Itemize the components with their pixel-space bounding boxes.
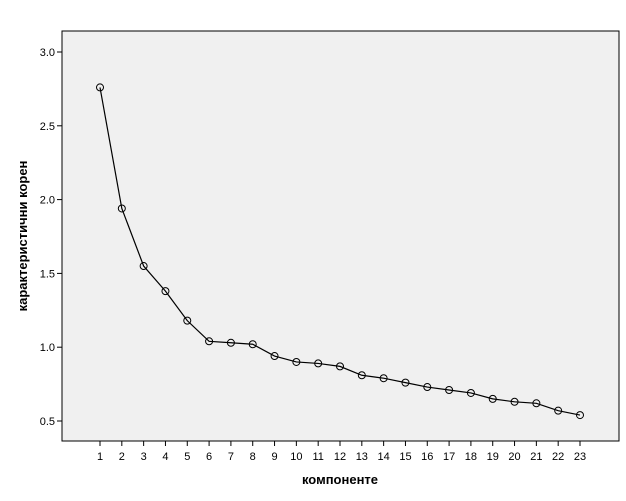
x-tick-label: 17 xyxy=(443,451,455,463)
data-point xyxy=(445,386,454,395)
data-point xyxy=(139,262,148,271)
data-point xyxy=(466,388,475,397)
data-point xyxy=(183,316,192,325)
x-tick-label: 18 xyxy=(465,451,477,463)
x-tick-label: 3 xyxy=(141,451,147,463)
y-tick-label: 2.0 xyxy=(40,195,55,207)
x-tick-label: 2 xyxy=(119,451,125,463)
data-point xyxy=(488,394,497,403)
x-axis-title: компоненте xyxy=(302,472,378,487)
data-point xyxy=(357,371,366,380)
y-axis: 0.5 1.0 1.5 2.0 2.5 3.0 xyxy=(40,47,62,428)
x-tick-label: 8 xyxy=(250,451,256,463)
data-point xyxy=(532,399,541,408)
data-point xyxy=(336,362,344,371)
series-line xyxy=(99,87,581,416)
x-tick-label: 7 xyxy=(228,451,234,463)
data-point xyxy=(554,406,563,415)
y-tick-label: 1.5 xyxy=(40,268,55,280)
data-point xyxy=(248,340,257,349)
data-point xyxy=(226,338,235,347)
x-tick-label: 23 xyxy=(574,451,586,463)
y-tick-label: 1.0 xyxy=(40,342,55,354)
x-tick-label: 9 xyxy=(271,451,277,463)
x-tick-label: 14 xyxy=(378,451,390,463)
x-tick-label: 5 xyxy=(184,451,190,463)
x-tick-label: 1 xyxy=(97,451,103,463)
x-tick-label: 6 xyxy=(206,451,212,463)
x-tick-label: 20 xyxy=(508,451,520,463)
data-point xyxy=(510,397,519,406)
y-tick-label: 0.5 xyxy=(40,416,55,428)
data-point xyxy=(379,374,388,383)
x-tick-label: 4 xyxy=(162,451,168,463)
x-tick-label: 10 xyxy=(290,451,302,463)
y-tick-label: 3.0 xyxy=(40,47,55,59)
data-point xyxy=(161,287,170,296)
data-point xyxy=(423,383,432,392)
y-axis-title: карактеристични корен xyxy=(15,161,30,312)
data-point xyxy=(96,83,104,92)
data-markers xyxy=(96,83,584,420)
x-tick-label: 11 xyxy=(312,451,323,463)
data-point xyxy=(292,357,301,366)
x-tick-label: 22 xyxy=(552,451,564,463)
data-point xyxy=(314,359,323,368)
x-tick-label: 21 xyxy=(530,451,542,463)
x-tick-label: 13 xyxy=(356,451,368,463)
data-point xyxy=(205,337,214,346)
data-point xyxy=(117,204,126,213)
x-tick-label: 12 xyxy=(334,451,346,463)
plot-area xyxy=(61,30,620,442)
data-point xyxy=(576,411,584,420)
y-tick-label: 2.5 xyxy=(40,121,55,133)
x-tick-label: 16 xyxy=(421,451,433,463)
x-tick-label: 19 xyxy=(487,451,499,463)
x-axis: 1 2 3 4 5 6 7 8 9 10 11 12 13 14 15 16 17 18 19 20 21 22 23 xyxy=(97,441,586,463)
x-tick-label: 15 xyxy=(399,451,411,463)
data-point xyxy=(401,378,410,387)
data-point xyxy=(270,352,279,361)
